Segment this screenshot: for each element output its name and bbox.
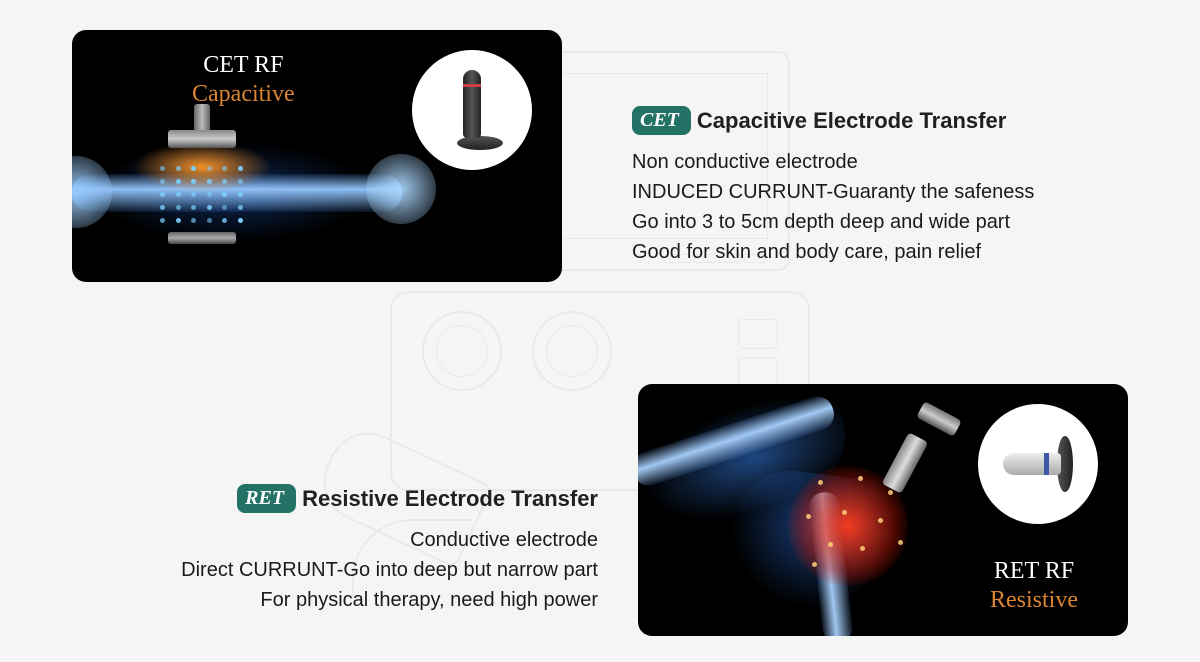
desc-line: Conductive electrode bbox=[60, 525, 598, 555]
desc-line: For physical therapy, need high power bbox=[60, 585, 598, 615]
cet-illus-line1: CET RF bbox=[192, 52, 295, 79]
cet-anatomy-arm bbox=[72, 112, 452, 272]
cet-illustration: CET RF Capacitive bbox=[72, 30, 562, 282]
ret-section: RET Resistive Electrode Transfer Conduct… bbox=[60, 384, 1128, 636]
cet-heading: CET Capacitive Electrode Transfer bbox=[632, 106, 1006, 135]
desc-line: INDUCED CURRUNT-Guaranty the safeness bbox=[632, 177, 1034, 207]
cet-section: CET RF Capacitive CET Capacitive Electro… bbox=[72, 30, 1140, 282]
ret-heading: RET Resistive Electrode Transfer bbox=[237, 484, 598, 513]
desc-line: Good for skin and body care, pain relief bbox=[632, 237, 1034, 267]
ret-illus-title: RET RF Resistive bbox=[990, 558, 1078, 614]
desc-line: Direct CURRUNT-Go into deep but narrow p… bbox=[60, 555, 598, 585]
ret-description: RET Resistive Electrode Transfer Conduct… bbox=[60, 484, 598, 615]
cet-particles bbox=[160, 166, 250, 234]
cet-lines: Non conductive electrodeINDUCED CURRUNT-… bbox=[632, 147, 1034, 267]
ret-illustration: RET RF Resistive bbox=[638, 384, 1128, 636]
cet-illus-title: CET RF Capacitive bbox=[192, 52, 295, 108]
ret-illus-line2: Resistive bbox=[990, 587, 1078, 614]
desc-line: Non conductive electrode bbox=[632, 147, 1034, 177]
desc-line: Go into 3 to 5cm depth deep and wide par… bbox=[632, 207, 1034, 237]
ret-anatomy-knee bbox=[638, 384, 988, 636]
cet-probe-icon bbox=[457, 70, 487, 150]
ret-heading-text: Resistive Electrode Transfer bbox=[302, 486, 598, 512]
cet-badge: CET bbox=[632, 106, 691, 135]
ret-probe-icon bbox=[1003, 436, 1073, 492]
ret-illus-line1: RET RF bbox=[990, 558, 1078, 585]
ret-badge: RET bbox=[237, 484, 296, 513]
ret-lines: Conductive electrodeDirect CURRUNT-Go in… bbox=[60, 525, 598, 615]
cet-heading-text: Capacitive Electrode Transfer bbox=[697, 108, 1006, 134]
cet-description: CET Capacitive Electrode Transfer Non co… bbox=[632, 106, 1034, 267]
ret-probe-inset bbox=[978, 404, 1098, 524]
